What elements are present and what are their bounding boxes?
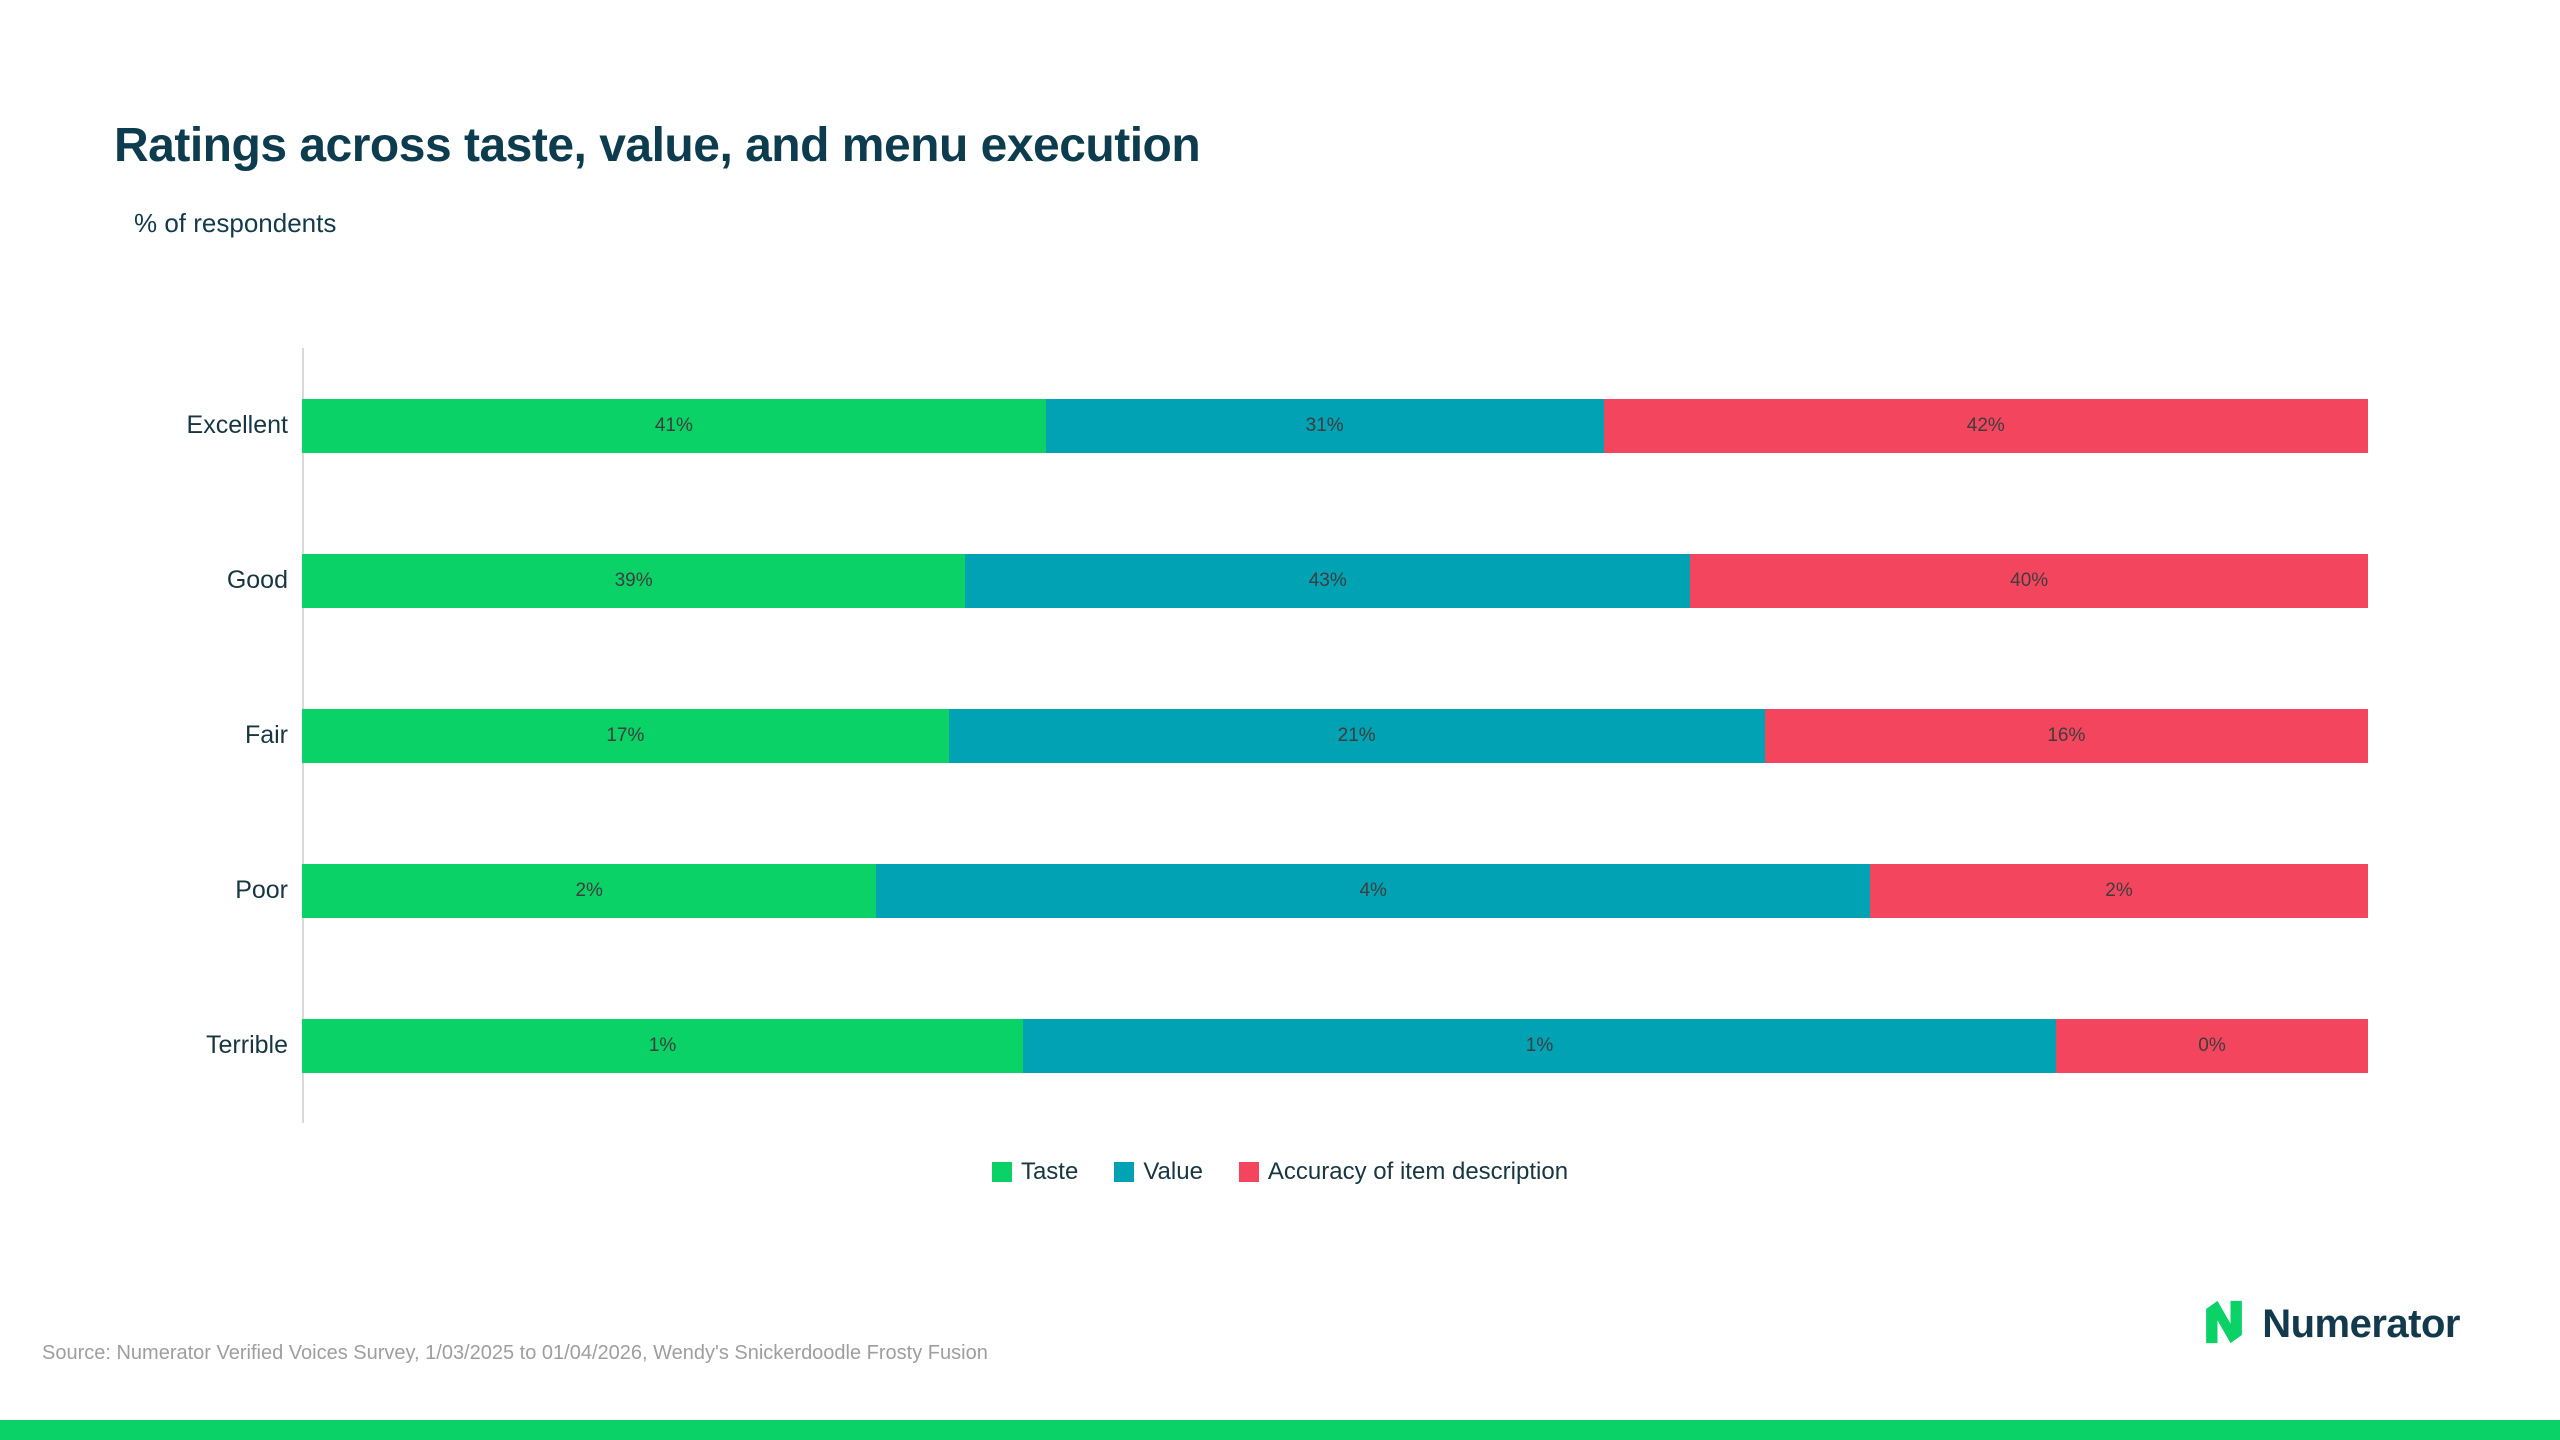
brand-wordmark: Numerator	[2262, 1302, 2460, 1346]
bar-track: 41% 31% 42%	[302, 398, 2368, 453]
source-note: Source: Numerator Verified Voices Survey…	[42, 1342, 988, 1364]
bar-value-label: 16%	[2047, 724, 2086, 746]
legend-item: Accuracy of item description	[1238, 1158, 1569, 1186]
chart-subtitle: % of respondents	[134, 208, 337, 238]
bar-value-label: 17%	[606, 724, 645, 746]
legend-label: Accuracy of item description	[1267, 1158, 1569, 1185]
numerator-n-icon	[2198, 1296, 2250, 1353]
bar-track: 1% 1% 0%	[302, 1018, 2368, 1073]
category-label: Terrible	[206, 1031, 288, 1059]
bar-value-label: 4%	[1359, 879, 1387, 901]
bar-value-label: 39%	[614, 569, 653, 591]
bar-value-label: 2%	[2105, 879, 2133, 901]
legend-item: Taste	[991, 1158, 1079, 1186]
bar-segment-value: 1%	[1023, 1018, 2057, 1073]
stacked-bar-chart: Excellent 41% 31% 42% Good 39% 43% 40% Fair 17% 21…	[58, 348, 2370, 1123]
legend-label: Taste	[1020, 1158, 1079, 1185]
legend-swatch	[1238, 1162, 1259, 1182]
bar-row: Good 39% 43% 40%	[58, 503, 2370, 658]
bar-value-label: 1%	[648, 1034, 677, 1056]
legend-item: Value	[1114, 1158, 1203, 1186]
bar-value-label: 0%	[2198, 1034, 2226, 1056]
bar-segment-value: 21%	[948, 708, 1765, 763]
brand-logo: Numerator	[2198, 1296, 2460, 1353]
bar-segment-value: 43%	[965, 553, 1691, 608]
bar-value-label: 42%	[1966, 414, 2005, 436]
bar-value-label: 40%	[2010, 569, 2049, 591]
bar-value-label: 1%	[1525, 1034, 1554, 1056]
category-label: Good	[226, 566, 288, 594]
bar-value-label: 41%	[654, 414, 693, 436]
bar-row: Fair 17% 21% 16%	[58, 658, 2370, 813]
bar-segment-taste: 41%	[302, 398, 1046, 453]
bar-row: Excellent 41% 31% 42%	[58, 348, 2370, 503]
bar-segment-accuracy-of-item-description: 0%	[2056, 1018, 2368, 1073]
bar-row: Terrible 1% 1% 0%	[58, 968, 2370, 1123]
legend-swatch	[991, 1162, 1012, 1182]
bar-row: Poor 2% 4% 2%	[58, 813, 2370, 968]
bar-segment-taste: 39%	[302, 553, 966, 608]
page-title: Ratings across taste, value, and menu ex…	[114, 119, 1201, 172]
bar-segment-taste: 1%	[302, 1018, 1024, 1073]
category-label: Excellent	[186, 411, 288, 439]
bar-value-label: 31%	[1305, 414, 1344, 436]
legend-label: Value	[1143, 1158, 1203, 1185]
bar-value-label: 43%	[1308, 569, 1347, 591]
bar-segment-taste: 2%	[302, 863, 877, 918]
bar-segment-accuracy-of-item-description: 16%	[1764, 708, 2368, 763]
bar-segment-accuracy-of-item-description: 2%	[1870, 863, 2368, 918]
chart-legend: Taste Value Accuracy of item description	[0, 1158, 2560, 1186]
bar-track: 39% 43% 40%	[302, 553, 2368, 608]
category-label: Fair	[244, 721, 288, 749]
bar-segment-value: 4%	[876, 863, 1871, 918]
bar-track: 2% 4% 2%	[302, 863, 2368, 918]
category-label: Poor	[235, 876, 288, 904]
bar-value-label: 21%	[1337, 724, 1376, 746]
bottom-accent-bar	[0, 1420, 2560, 1440]
bar-segment-taste: 17%	[302, 708, 949, 763]
bar-track: 17% 21% 16%	[302, 708, 2368, 763]
bar-segment-accuracy-of-item-description: 40%	[1690, 553, 2368, 608]
bar-segment-accuracy-of-item-description: 42%	[1603, 398, 2368, 453]
bar-segment-value: 31%	[1045, 398, 1604, 453]
bar-value-label: 2%	[575, 879, 603, 901]
legend-swatch	[1114, 1162, 1135, 1182]
